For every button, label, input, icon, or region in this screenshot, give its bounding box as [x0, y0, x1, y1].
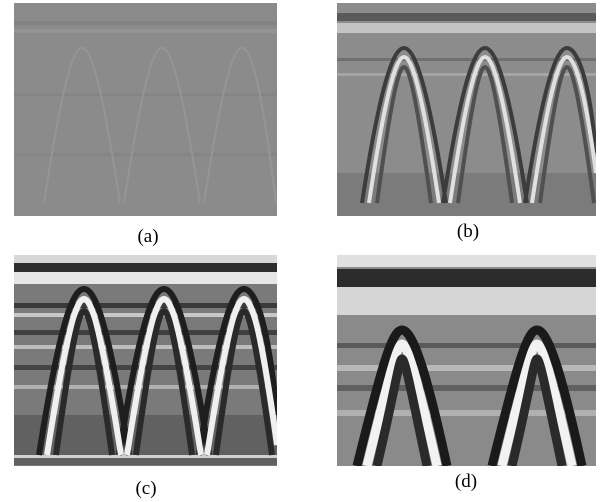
panel-label: (b) [456, 221, 480, 242]
panel-image [14, 255, 277, 466]
panel-label: (d) [454, 471, 478, 492]
panel-label: (c) [135, 478, 157, 499]
panel-image [337, 255, 596, 466]
panel-image [14, 3, 277, 216]
panel-image [337, 3, 596, 216]
panel-label: (a) [137, 226, 159, 247]
